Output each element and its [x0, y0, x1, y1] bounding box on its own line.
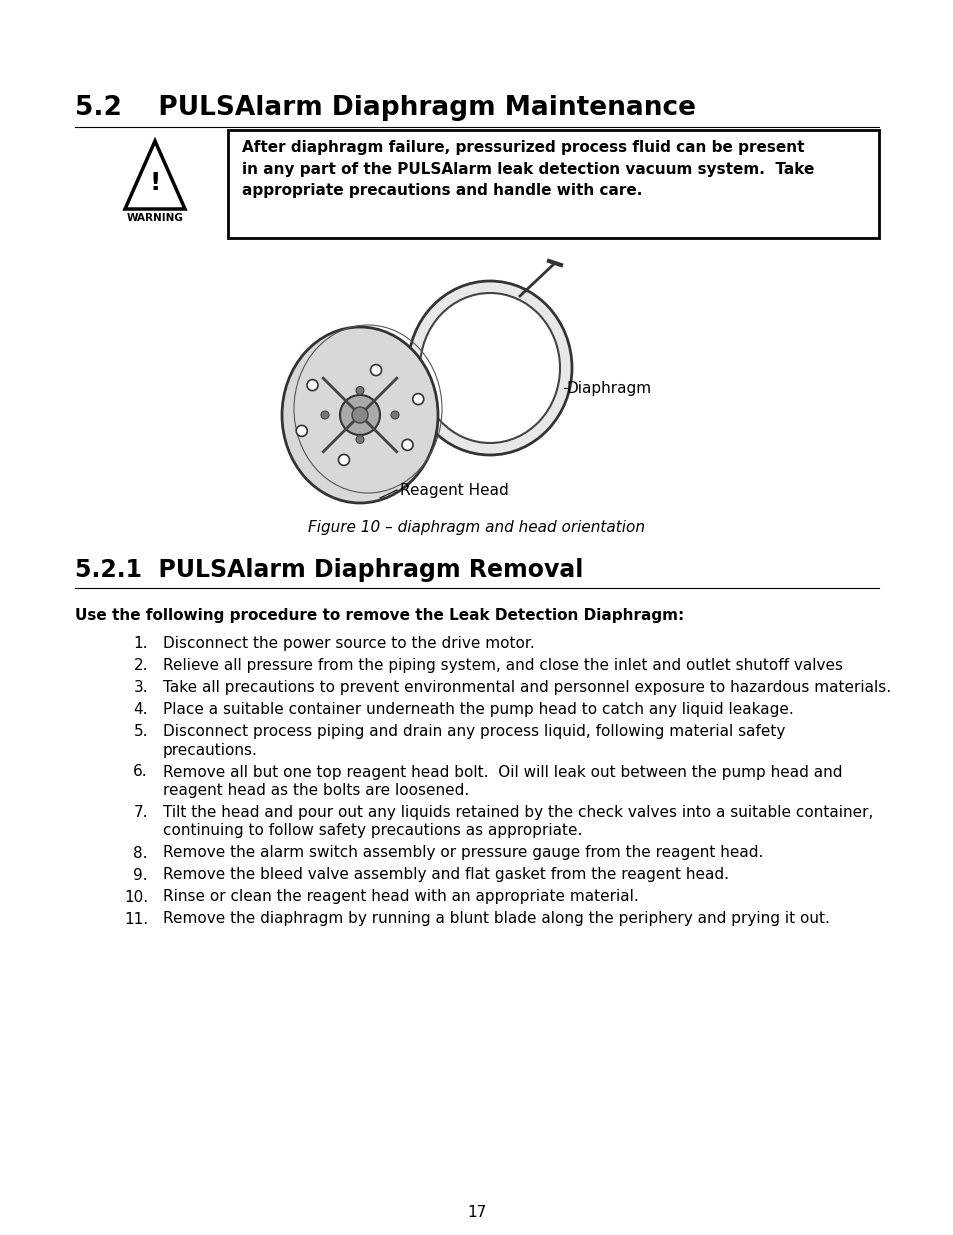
Circle shape	[320, 411, 329, 419]
Text: 5.2.1  PULSAlarm Diaphragm Removal: 5.2.1 PULSAlarm Diaphragm Removal	[75, 558, 583, 582]
Text: Figure 10 – diaphragm and head orientation: Figure 10 – diaphragm and head orientati…	[308, 520, 645, 535]
Text: Relieve all pressure from the piping system, and close the inlet and outlet shut: Relieve all pressure from the piping sys…	[163, 658, 842, 673]
Circle shape	[413, 394, 423, 405]
Circle shape	[339, 395, 379, 435]
Text: WARNING: WARNING	[127, 212, 183, 224]
Ellipse shape	[282, 327, 437, 503]
Text: 1.: 1.	[133, 636, 148, 651]
Text: 10.: 10.	[124, 889, 148, 904]
Text: Remove all but one top reagent head bolt.  Oil will leak out between the pump he: Remove all but one top reagent head bolt…	[163, 764, 841, 779]
Text: !: !	[150, 170, 160, 195]
Circle shape	[307, 379, 317, 390]
Text: Disconnect process piping and drain any process liquid, following material safet: Disconnect process piping and drain any …	[163, 724, 784, 739]
Text: 4.: 4.	[133, 701, 148, 718]
Circle shape	[338, 454, 349, 466]
Bar	[228, 130, 878, 238]
Text: precautions.: precautions.	[163, 742, 257, 757]
Text: 7.: 7.	[133, 805, 148, 820]
Circle shape	[401, 440, 413, 451]
Text: Reagent Head: Reagent Head	[399, 483, 508, 498]
Text: Remove the bleed valve assembly and flat gasket from the reagent head.: Remove the bleed valve assembly and flat…	[163, 867, 728, 883]
Text: 5.: 5.	[133, 724, 148, 739]
Text: 11.: 11.	[124, 911, 148, 926]
Text: Rinse or clean the reagent head with an appropriate material.: Rinse or clean the reagent head with an …	[163, 889, 639, 904]
Text: Diaphragm: Diaphragm	[566, 380, 652, 395]
Circle shape	[370, 364, 381, 375]
Text: Remove the alarm switch assembly or pressure gauge from the reagent head.: Remove the alarm switch assembly or pres…	[163, 846, 762, 861]
Ellipse shape	[408, 282, 572, 454]
Text: Place a suitable container underneath the pump head to catch any liquid leakage.: Place a suitable container underneath th…	[163, 701, 793, 718]
Circle shape	[296, 425, 307, 436]
Text: After diaphragm failure, pressurized process fluid can be present
in any part of: After diaphragm failure, pressurized pro…	[242, 140, 814, 198]
Text: Disconnect the power source to the drive motor.: Disconnect the power source to the drive…	[163, 636, 535, 651]
Text: 2.: 2.	[133, 658, 148, 673]
Text: continuing to follow safety precautions as appropriate.: continuing to follow safety precautions …	[163, 824, 581, 839]
Text: 6.: 6.	[133, 764, 148, 779]
Text: 5.2    PULSAlarm Diaphragm Maintenance: 5.2 PULSAlarm Diaphragm Maintenance	[75, 95, 696, 121]
Ellipse shape	[419, 293, 559, 443]
Text: Take all precautions to prevent environmental and personnel exposure to hazardou: Take all precautions to prevent environm…	[163, 680, 890, 695]
Text: Remove the diaphragm by running a blunt blade along the periphery and prying it : Remove the diaphragm by running a blunt …	[163, 911, 829, 926]
Text: 3.: 3.	[133, 680, 148, 695]
Text: Use the following procedure to remove the Leak Detection Diaphragm:: Use the following procedure to remove th…	[75, 608, 683, 622]
Circle shape	[355, 387, 364, 394]
Circle shape	[391, 411, 398, 419]
Text: 9.: 9.	[133, 867, 148, 883]
Text: 17: 17	[467, 1205, 486, 1220]
Circle shape	[355, 436, 364, 443]
Text: reagent head as the bolts are loosened.: reagent head as the bolts are loosened.	[163, 783, 469, 798]
Circle shape	[352, 408, 368, 424]
Text: 8.: 8.	[133, 846, 148, 861]
Text: Tilt the head and pour out any liquids retained by the check valves into a suita: Tilt the head and pour out any liquids r…	[163, 805, 872, 820]
